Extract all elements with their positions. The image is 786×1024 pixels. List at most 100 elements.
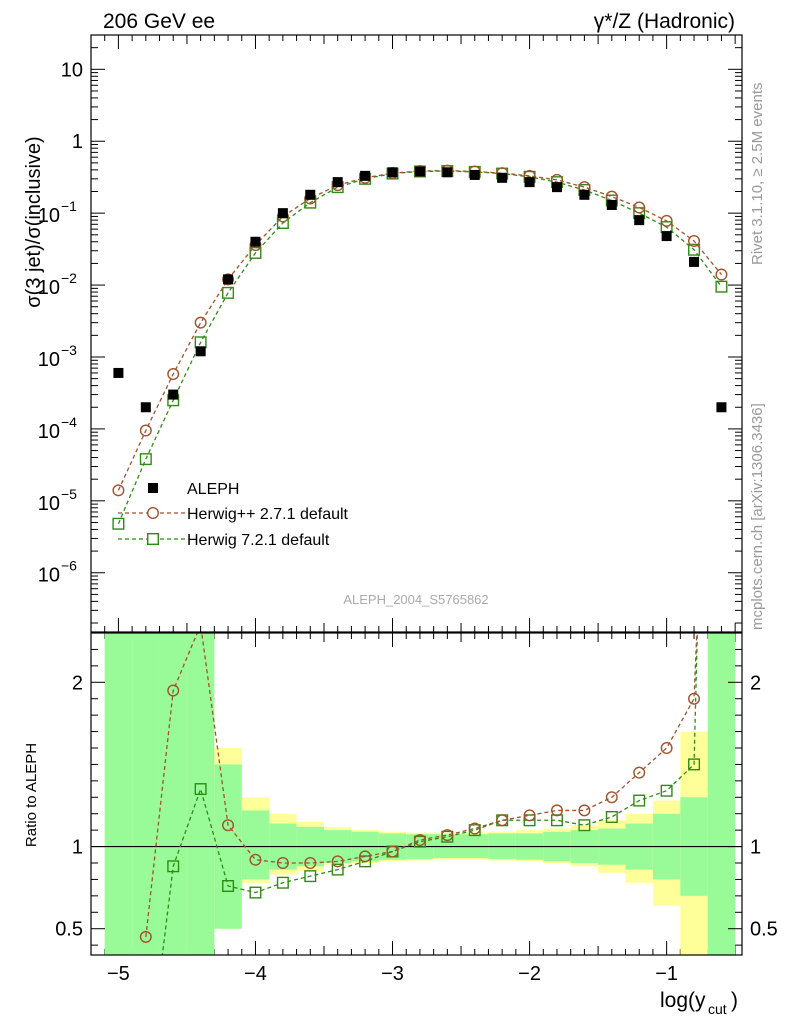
data-point (249, 853, 262, 866)
band-inner-bin (186, 633, 215, 955)
legend-label: Herwig++ 2.7.1 default (187, 506, 349, 523)
data-point (195, 346, 206, 357)
x-tick-label: −2 (518, 963, 541, 985)
data-point (660, 784, 673, 797)
x-tick-label: −1 (655, 963, 678, 985)
data-point (716, 402, 727, 413)
y-tick-label-right: 2 (750, 672, 761, 694)
mcplots-label: mcplots.cern.ch [arXiv:1306.3436] (749, 403, 766, 630)
x-tick-label: −3 (381, 963, 404, 985)
data-point (194, 783, 207, 796)
svg-text:10: 10 (61, 59, 83, 81)
x-tick-label: −5 (107, 963, 130, 985)
bottom-plot-area (139, 595, 704, 984)
data-point (222, 819, 235, 832)
data-point (222, 880, 235, 893)
data-point (693, 595, 704, 606)
data-point (633, 766, 646, 779)
y-tick-label: 10 −1 (38, 198, 77, 227)
data-point (605, 811, 618, 824)
legend-marker (146, 533, 159, 546)
data-point (250, 236, 261, 247)
data-point (715, 280, 728, 293)
svg-text:10: 10 (38, 205, 60, 227)
data-point (693, 595, 704, 606)
data-point (304, 870, 317, 883)
data-point (276, 857, 289, 870)
data-point (633, 794, 646, 807)
y-tick-label-left: 1 (72, 837, 83, 859)
data-point (523, 809, 536, 822)
data-point (140, 402, 151, 413)
svg-text:10: 10 (38, 565, 60, 587)
svg-text:10: 10 (38, 493, 60, 515)
data-point (496, 814, 509, 827)
top-frame (90, 34, 743, 633)
rivet-label: Rivet 3.1.10, ≥ 2.5M events (749, 83, 766, 266)
svg-text:10: 10 (38, 277, 60, 299)
data-point (167, 860, 180, 873)
band-inner-bin (159, 633, 187, 955)
data-point (413, 834, 426, 847)
data-point (139, 930, 152, 943)
header-right: γ*/Z (Hadronic) (594, 10, 735, 33)
y-tick-label: 10 −6 (38, 558, 77, 587)
data-point (660, 214, 673, 227)
legend-label: Herwig 7.2.1 default (187, 532, 330, 549)
data-point (688, 234, 701, 247)
data-point (154, 973, 165, 984)
data-point (688, 758, 701, 771)
svg-text:−6: −6 (61, 558, 77, 574)
data-point (578, 819, 591, 832)
data-point (168, 389, 179, 400)
series-line (117, 169, 722, 491)
data-point (305, 189, 316, 200)
y-tick-label: 10 −2 (38, 270, 77, 299)
y-tick-label: 10 −3 (38, 342, 77, 371)
svg-text:): ) (731, 989, 738, 1012)
data-point (497, 172, 508, 183)
series-line (161, 633, 698, 955)
data-point (551, 182, 562, 193)
data-point (605, 791, 618, 804)
svg-text:−2: −2 (61, 270, 77, 286)
svg-text:10: 10 (38, 421, 60, 443)
data-point (223, 274, 234, 285)
data-point (331, 855, 344, 868)
data-point (469, 169, 480, 180)
data-point (222, 273, 235, 286)
bottom-ylabel: Ratio to ALEPH (23, 743, 40, 847)
data-point (113, 367, 124, 378)
data-point (194, 316, 207, 329)
data-point (442, 167, 453, 178)
data-point (441, 829, 454, 842)
data-point (304, 857, 317, 870)
data-point (689, 256, 700, 267)
data-point (523, 814, 536, 827)
y-tick-label: 10 −5 (38, 486, 77, 515)
y-tick-label-left: 2 (72, 672, 83, 694)
data-point (468, 822, 481, 835)
data-point (277, 208, 288, 219)
svg-text:−5: −5 (61, 486, 77, 502)
legend-marker (148, 483, 158, 493)
data-point (276, 876, 289, 889)
data-point (414, 166, 425, 177)
data-point (167, 368, 180, 381)
y-tick-label: 1 (72, 131, 83, 153)
header-left: 206 GeV ee (103, 10, 215, 33)
y-tick-label-right: 0.5 (750, 919, 778, 941)
legend-label: ALEPH (187, 481, 239, 498)
data-point (386, 845, 399, 858)
top-ylabel: σ(3 jet)/σ(inclusive) (23, 136, 45, 307)
x-tick-label: −4 (244, 963, 267, 985)
y-tick-label-left: 0.5 (55, 919, 83, 941)
legend-marker (146, 507, 159, 520)
svg-text:1: 1 (72, 131, 83, 153)
data-point (112, 517, 125, 530)
data-point (633, 201, 646, 214)
band-inner-bin (707, 633, 736, 955)
data-point (167, 684, 180, 697)
xlabel: log(y cut ) (660, 989, 738, 1017)
